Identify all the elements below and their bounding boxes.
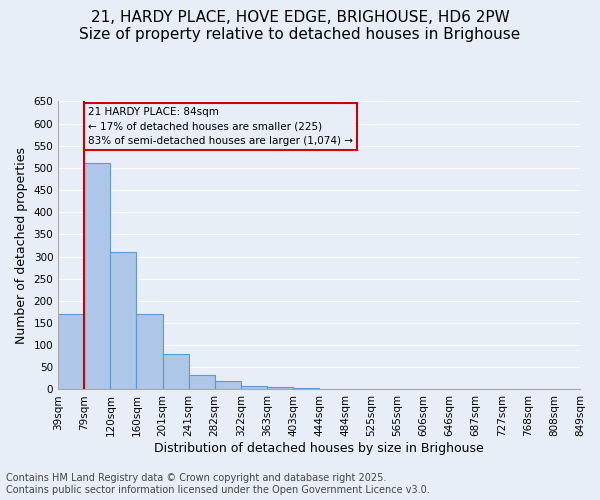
- Text: 21, HARDY PLACE, HOVE EDGE, BRIGHOUSE, HD6 2PW
Size of property relative to deta: 21, HARDY PLACE, HOVE EDGE, BRIGHOUSE, H…: [79, 10, 521, 42]
- X-axis label: Distribution of detached houses by size in Brighouse: Distribution of detached houses by size …: [154, 442, 484, 455]
- Bar: [319, 388, 345, 390]
- Bar: [188, 375, 215, 390]
- Y-axis label: Number of detached properties: Number of detached properties: [15, 147, 28, 344]
- Text: Contains HM Land Registry data © Crown copyright and database right 2025.
Contai: Contains HM Land Registry data © Crown c…: [6, 474, 430, 495]
- Bar: [267, 387, 293, 390]
- Bar: [110, 252, 136, 390]
- Bar: [84, 164, 110, 390]
- Bar: [58, 314, 84, 390]
- Bar: [215, 380, 241, 390]
- Bar: [136, 314, 163, 390]
- Bar: [293, 388, 319, 390]
- Bar: [163, 354, 188, 390]
- Bar: [241, 386, 267, 390]
- Text: 21 HARDY PLACE: 84sqm
← 17% of detached houses are smaller (225)
83% of semi-det: 21 HARDY PLACE: 84sqm ← 17% of detached …: [88, 106, 353, 146]
